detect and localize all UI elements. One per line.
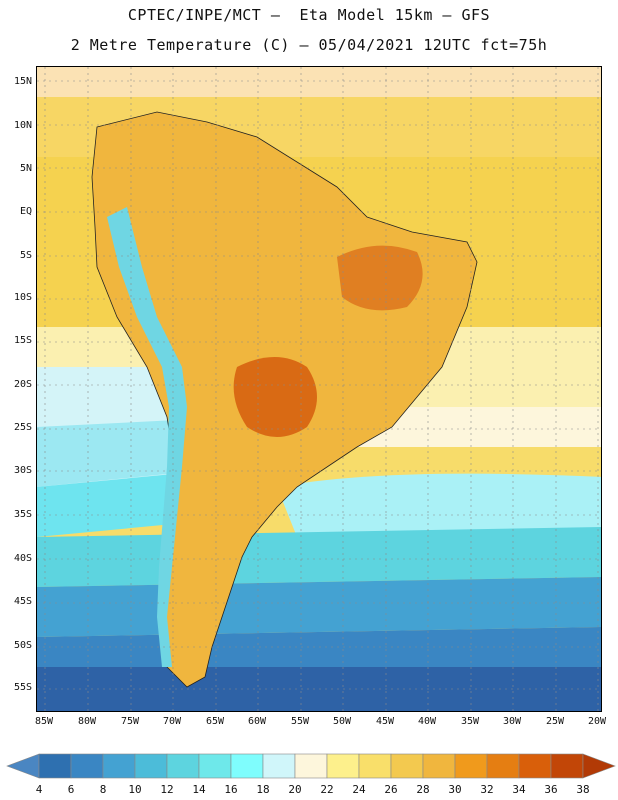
lon-label: 75W bbox=[120, 716, 140, 727]
band-10 bbox=[37, 577, 601, 637]
legend-label: 14 bbox=[192, 783, 206, 796]
lon-label: 25W bbox=[545, 716, 565, 727]
lon-label: 85W bbox=[34, 716, 54, 727]
lat-label: 15N bbox=[13, 76, 32, 87]
legend-label: 32 bbox=[480, 783, 494, 796]
lat-label: 15S bbox=[13, 335, 32, 346]
colorbar-swatch bbox=[454, 753, 488, 779]
band-atlantic-18 bbox=[277, 473, 601, 537]
lat-label: 55S bbox=[13, 682, 32, 693]
legend-label: 16 bbox=[224, 783, 238, 796]
colorbar-swatch bbox=[326, 753, 360, 779]
legend-label: 26 bbox=[384, 783, 398, 796]
colorbar-swatch bbox=[102, 753, 136, 779]
colorbar-swatch bbox=[358, 753, 392, 779]
colorbar-swatch bbox=[230, 753, 264, 779]
colorbar-arrow-low bbox=[6, 753, 40, 779]
legend-label: 20 bbox=[288, 783, 302, 796]
hot-region-northeast bbox=[337, 245, 423, 311]
colorbar-swatch bbox=[486, 753, 520, 779]
legend-label: 24 bbox=[352, 783, 366, 796]
colorbar-swatch bbox=[262, 753, 296, 779]
colorbar-swatch bbox=[550, 753, 584, 779]
lat-label: 10S bbox=[13, 292, 32, 303]
band-12 bbox=[37, 527, 601, 587]
map-title-line-2: 2 Metre Temperature (C) – 05/04/2021 12U… bbox=[70, 36, 548, 54]
lon-label: 70W bbox=[162, 716, 182, 727]
andes-cool-strip bbox=[107, 207, 187, 667]
colorbar-swatch bbox=[134, 753, 168, 779]
lat-label: 45S bbox=[13, 596, 32, 607]
temperature-colorbar bbox=[6, 753, 616, 779]
graticule bbox=[37, 67, 601, 711]
colorbar-swatch bbox=[38, 753, 72, 779]
temperature-map-canvas bbox=[37, 67, 601, 711]
legend-label: 30 bbox=[448, 783, 462, 796]
legend-label: 8 bbox=[99, 783, 107, 796]
lat-label: 40S bbox=[13, 553, 32, 564]
lon-label: 35W bbox=[460, 716, 480, 727]
lat-label: EQ bbox=[19, 206, 32, 217]
map-title-line-1: CPTEC/INPE/MCT – Eta Model 15km – GFS bbox=[127, 6, 491, 24]
colorbar-swatch bbox=[518, 753, 552, 779]
temperature-map bbox=[36, 66, 602, 712]
colorbar-swatch bbox=[294, 753, 328, 779]
lon-label: 45W bbox=[375, 716, 395, 727]
colorbar-swatch bbox=[198, 753, 232, 779]
band-warm-north bbox=[37, 67, 601, 97]
legend-label: 10 bbox=[128, 783, 142, 796]
lat-label: 20S bbox=[13, 379, 32, 390]
colorbar-arrow-high bbox=[582, 753, 616, 779]
lon-label: 80W bbox=[77, 716, 97, 727]
lat-label: 5S bbox=[19, 250, 32, 261]
lon-label: 65W bbox=[205, 716, 225, 727]
legend-label: 12 bbox=[160, 783, 174, 796]
legend-label: 34 bbox=[512, 783, 526, 796]
lon-label: 40W bbox=[417, 716, 437, 727]
legend-label: 28 bbox=[416, 783, 430, 796]
colorbar-swatch bbox=[422, 753, 456, 779]
lat-label: 35S bbox=[13, 509, 32, 520]
band-6 bbox=[37, 667, 601, 711]
lon-label: 55W bbox=[290, 716, 310, 727]
legend-label: 4 bbox=[35, 783, 43, 796]
lat-label: 50S bbox=[13, 640, 32, 651]
legend-label: 18 bbox=[256, 783, 270, 796]
lat-label: 10N bbox=[13, 120, 32, 131]
lat-label: 30S bbox=[13, 465, 32, 476]
legend-label: 38 bbox=[576, 783, 590, 796]
lat-label: 5N bbox=[19, 163, 32, 174]
legend-label: 6 bbox=[67, 783, 75, 796]
colorbar-swatch bbox=[390, 753, 424, 779]
legend-label: 22 bbox=[320, 783, 334, 796]
legend-label: 36 bbox=[544, 783, 558, 796]
hot-region-central bbox=[233, 357, 317, 437]
lon-label: 60W bbox=[247, 716, 267, 727]
lat-label: 25S bbox=[13, 422, 32, 433]
lon-label: 20W bbox=[587, 716, 607, 727]
lon-label: 30W bbox=[502, 716, 522, 727]
colorbar-swatch bbox=[70, 753, 104, 779]
lon-label: 50W bbox=[332, 716, 352, 727]
colorbar-swatch bbox=[166, 753, 200, 779]
